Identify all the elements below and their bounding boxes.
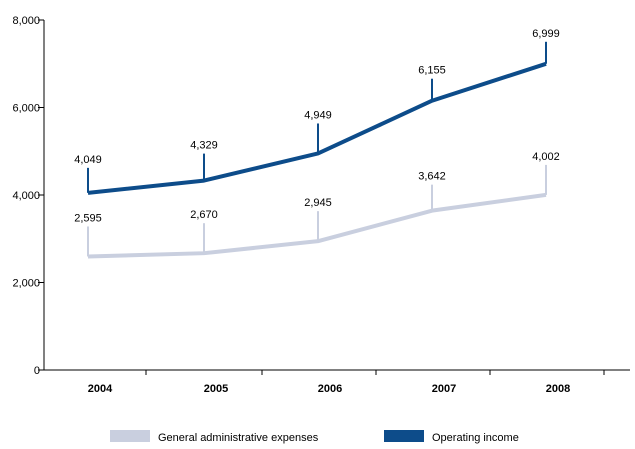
data-label: 4,002 xyxy=(532,151,560,163)
x-tick-label: 2006 xyxy=(318,383,342,395)
data-label: 4,049 xyxy=(74,154,102,166)
data-label: 4,329 xyxy=(190,140,218,152)
data-label: 6,999 xyxy=(532,28,560,40)
y-tick-label: 8,000 xyxy=(12,15,40,27)
series-line xyxy=(87,192,547,259)
data-label: 2,595 xyxy=(74,212,102,224)
x-tick-label: 2004 xyxy=(88,383,113,395)
x-tick-label: 2007 xyxy=(432,383,456,395)
axes-layer: 0 2,000 4,000 6,000 8,000 2004 2005 2006 2007 200… xyxy=(12,15,630,395)
legend-label: Operating income xyxy=(432,432,519,444)
data-label: 2,945 xyxy=(304,197,332,209)
y-tick-label: 4,000 xyxy=(12,190,40,202)
y-tick-label: 6,000 xyxy=(12,103,40,115)
series-lines-layer xyxy=(87,61,547,259)
legend: General administrative expenses Operating… xyxy=(110,430,519,444)
data-label: 4,949 xyxy=(304,109,332,121)
legend-swatch xyxy=(110,430,150,442)
data-label: 3,642 xyxy=(418,171,446,183)
legend-swatch xyxy=(384,430,424,442)
data-label: 6,155 xyxy=(418,65,446,77)
data-labels-layer: 2,595 2,670 2,945 3,642 4,002 4,049 4,329 4,949… xyxy=(74,28,560,225)
data-label: 2,670 xyxy=(190,209,218,221)
label-connectors-layer xyxy=(87,41,547,257)
x-tick-label: 2008 xyxy=(546,383,570,395)
y-tick-label: 0 xyxy=(34,365,40,377)
legend-label: General administrative expenses xyxy=(158,432,319,444)
y-tick-label: 2,000 xyxy=(12,278,40,290)
x-tick-label: 2005 xyxy=(204,383,228,395)
series-line xyxy=(87,61,547,195)
